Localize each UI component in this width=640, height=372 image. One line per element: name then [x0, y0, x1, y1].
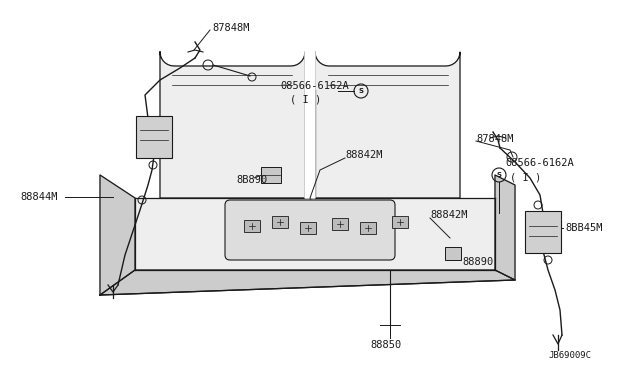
- FancyBboxPatch shape: [445, 247, 461, 260]
- Text: 8BB45M: 8BB45M: [565, 223, 602, 233]
- FancyBboxPatch shape: [261, 167, 281, 183]
- FancyBboxPatch shape: [300, 222, 316, 234]
- FancyBboxPatch shape: [225, 200, 395, 260]
- Text: JB69009C: JB69009C: [548, 351, 591, 360]
- Text: 08566-6162A: 08566-6162A: [505, 158, 573, 168]
- Polygon shape: [305, 38, 315, 198]
- Text: 88850: 88850: [370, 340, 401, 350]
- Text: ( I ): ( I ): [290, 95, 321, 105]
- Text: S: S: [497, 172, 502, 178]
- Text: 08566-6162A: 08566-6162A: [280, 81, 349, 91]
- Polygon shape: [315, 52, 460, 198]
- Text: 87848M: 87848M: [212, 23, 250, 33]
- Polygon shape: [495, 175, 515, 280]
- Polygon shape: [100, 175, 135, 295]
- Text: 88890: 88890: [462, 257, 493, 267]
- FancyBboxPatch shape: [392, 216, 408, 228]
- Polygon shape: [160, 52, 305, 198]
- Text: 87848M: 87848M: [476, 134, 513, 144]
- FancyBboxPatch shape: [525, 211, 561, 253]
- Text: 88842M: 88842M: [345, 150, 383, 160]
- FancyBboxPatch shape: [272, 216, 288, 228]
- FancyBboxPatch shape: [332, 218, 348, 230]
- FancyBboxPatch shape: [244, 220, 260, 232]
- Polygon shape: [135, 198, 495, 270]
- Text: 8B890: 8B890: [236, 175, 268, 185]
- Text: ( I ): ( I ): [510, 172, 541, 182]
- FancyBboxPatch shape: [360, 222, 376, 234]
- Text: 88844M: 88844M: [20, 192, 58, 202]
- Polygon shape: [100, 270, 515, 295]
- FancyBboxPatch shape: [136, 116, 172, 158]
- Text: 88842M: 88842M: [430, 210, 467, 220]
- Text: S: S: [358, 88, 364, 94]
